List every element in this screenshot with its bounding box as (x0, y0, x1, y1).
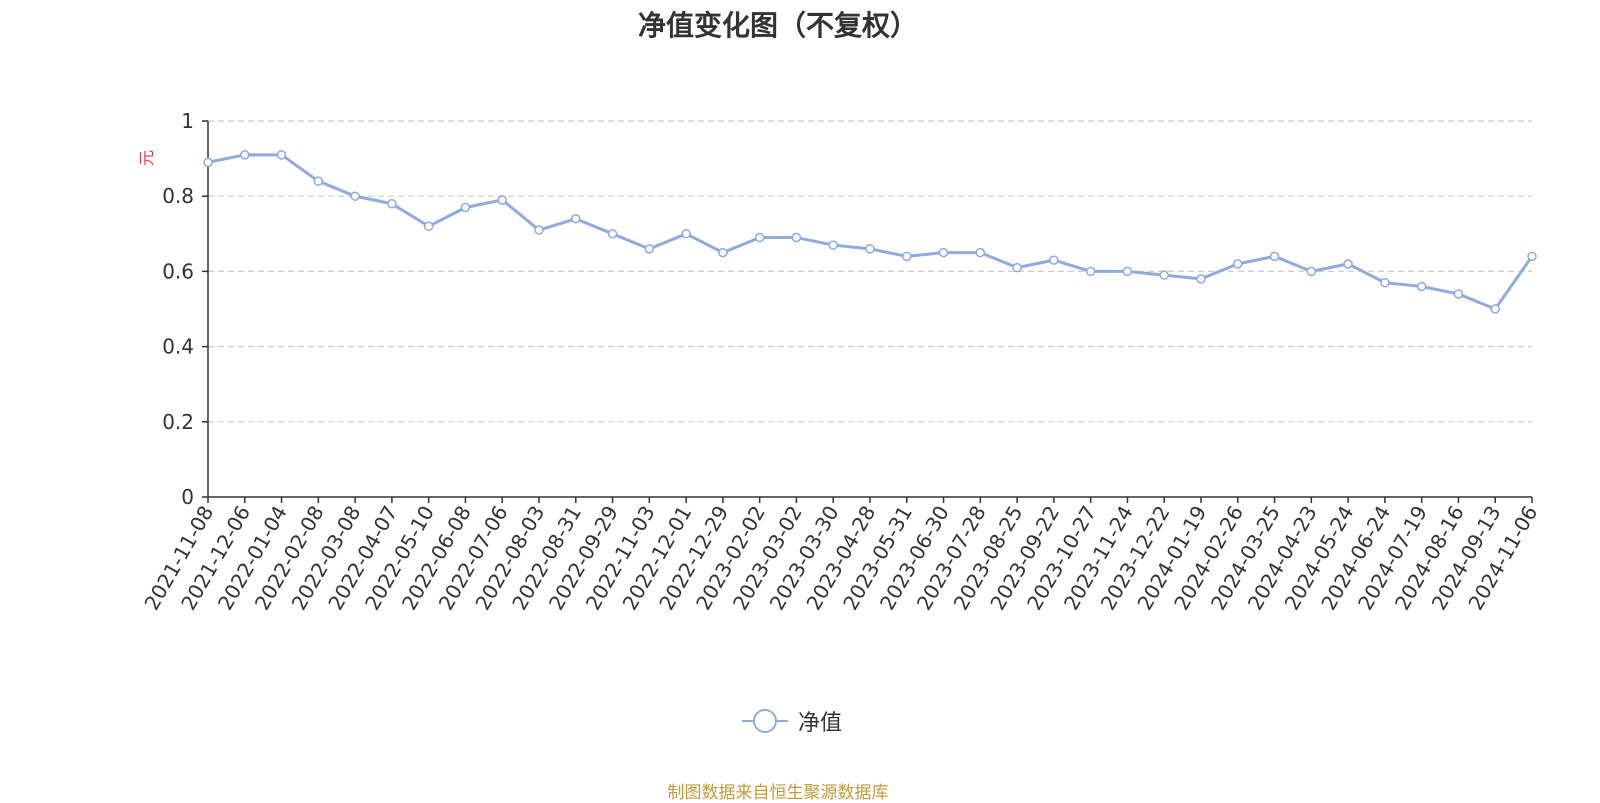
data-point[interactable] (828, 240, 838, 250)
data-point[interactable] (1269, 251, 1280, 262)
data-point[interactable] (754, 232, 765, 243)
data-point[interactable] (607, 229, 618, 239)
data-point[interactable] (534, 225, 544, 235)
y-tick-label: 0 (181, 485, 194, 509)
legend[interactable]: 净值 (740, 706, 842, 736)
series-line-net-value (207, 153, 1534, 311)
y-tick-label: 0.6 (162, 259, 194, 283)
data-point[interactable] (718, 247, 728, 258)
data-points (203, 150, 1537, 314)
data-point[interactable] (571, 214, 581, 224)
data-point[interactable] (1012, 262, 1022, 273)
chart-title: 净值变化图（不复权） (637, 9, 918, 42)
data-point[interactable] (423, 221, 434, 232)
data-point[interactable] (681, 229, 691, 239)
data-point[interactable] (1306, 266, 1317, 277)
data-point[interactable] (1527, 251, 1537, 262)
y-tick-label: 0.8 (162, 184, 194, 208)
data-point[interactable] (350, 191, 360, 201)
data-point[interactable] (865, 244, 875, 254)
grid-lines (208, 120, 1532, 423)
y-tick-labels: 0 0.2 0.4 0.6 0.8 1 (162, 109, 194, 509)
line-chart: 0 0.2 0.4 0.6 0.8 1 2021-11-082021-12-062022-… (137, 109, 1542, 614)
legend-label: 净值 (798, 711, 843, 736)
data-point[interactable] (1233, 259, 1243, 269)
axes (202, 120, 1533, 503)
data-point[interactable] (240, 150, 250, 160)
data-point[interactable] (1453, 289, 1464, 299)
data-point[interactable] (1049, 255, 1059, 265)
data-point[interactable] (1122, 266, 1133, 277)
data-point[interactable] (276, 150, 287, 160)
data-point[interactable] (791, 232, 802, 243)
data-point[interactable] (387, 198, 397, 209)
data-point[interactable] (313, 176, 324, 186)
legend-line-icon (742, 709, 788, 733)
x-tick-labels: 2021-11-082021-12-062022-01-042022-02-08… (139, 501, 1542, 614)
data-point[interactable] (1380, 277, 1390, 288)
y-tick-label: 0.4 (162, 335, 194, 359)
data-point[interactable] (644, 244, 655, 254)
data-point[interactable] (1343, 259, 1353, 269)
data-point[interactable] (497, 195, 507, 205)
y-axis-label: 元 (137, 150, 156, 166)
data-point[interactable] (902, 251, 912, 262)
y-tick-label: 0.2 (162, 410, 194, 434)
data-point[interactable] (1490, 304, 1500, 314)
y-tick-label: 1 (181, 109, 194, 133)
data-point[interactable] (203, 157, 213, 168)
data-point[interactable] (938, 247, 949, 258)
data-point[interactable] (1196, 274, 1206, 284)
data-point[interactable] (1416, 281, 1427, 292)
data-point[interactable] (1159, 270, 1169, 280)
data-point[interactable] (975, 247, 986, 258)
data-point[interactable] (1085, 266, 1096, 277)
data-point[interactable] (460, 202, 471, 213)
source-note: 制图数据来自恒生聚源数据库 (667, 783, 889, 803)
